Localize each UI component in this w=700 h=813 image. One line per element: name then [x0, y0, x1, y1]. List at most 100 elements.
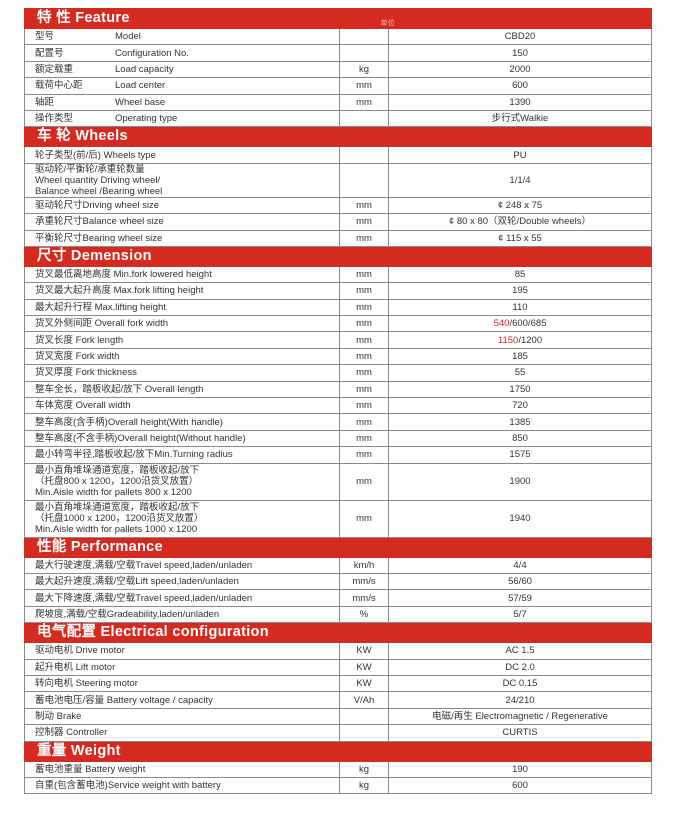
spec-value: 185 — [388, 347, 652, 366]
spec-unit: mm — [339, 77, 389, 95]
table-row: 驱动轮/平衡轮/承重轮数量 Wheel quantity Driving whe… — [24, 162, 652, 198]
value-text: 56/60 — [508, 576, 532, 588]
spec-value: 1/1/4 — [388, 162, 652, 198]
spec-unit — [339, 724, 389, 742]
table-row: 轮子类型(前/后) Wheels type PU — [24, 146, 652, 164]
spec-value: CURTIS — [388, 724, 652, 742]
section-title-cell: 特 性 Feature 单位 — [24, 8, 652, 29]
label-text: 货叉外侧间距 Overall fork width — [35, 318, 169, 330]
table-row: 自重(包含蓄电池)Service weight with battery kg 60… — [24, 776, 652, 795]
spec-value: 150 — [388, 44, 652, 62]
table-row: 货叉厚度 Fork thickness mm 55 — [24, 364, 652, 382]
spec-label: 轮子类型(前/后) Wheels type — [24, 146, 340, 164]
value-text: 600 — [512, 780, 528, 792]
spec-label: 最小直角堆垛通道宽度，踏板收起/放下 （托盘800 x 1200，1200沿货叉… — [24, 462, 340, 501]
spec-unit: mm — [339, 213, 389, 231]
spec-label: 最大下降速度,满载/空载Travel speed,laden/unladen — [24, 589, 340, 607]
table-row: 货叉长度 Fork length mm 1150/1200 — [24, 331, 652, 349]
label-text: 驱动电机 Drive motor — [35, 645, 125, 657]
spec-label: 轴距 Wheel base — [24, 93, 340, 111]
table-row: 最小直角堆垛通道宽度，踏板收起/放下 （托盘800 x 1200，1200沿货叉… — [24, 462, 652, 501]
table-row: 轴距 Wheel base mm 1390 — [24, 93, 652, 111]
spec-label: 控制器 Controller — [24, 724, 340, 742]
spec-label: 最大起升行程 Max.lifting height — [24, 298, 340, 317]
spec-label: 转向电机 Steering motor — [24, 674, 340, 693]
spec-label: 货叉长度 Fork length — [24, 331, 340, 349]
spec-value: 110 — [388, 298, 652, 317]
table-row: 型号 Model CBD20 — [24, 27, 652, 46]
label-text: 最大起升速度,满载/空载Lift speed,laden/unladen — [35, 576, 239, 588]
spec-label: 货叉最低离地高度 Min.fork lowered height — [24, 265, 340, 284]
label-cn: 轴距 — [35, 96, 55, 108]
label-cn: 配置号 — [35, 47, 64, 59]
section-header: 电气配置 Electrical configuration — [24, 622, 652, 644]
table-row: 整车全长，踏板收起/放下 Overall length mm 1750 — [24, 380, 652, 399]
spec-value: 195 — [388, 282, 652, 300]
spec-unit: KW — [339, 658, 389, 676]
value-text: DC 2.0 — [505, 661, 535, 673]
label-text: 车体宽度 Overall width — [35, 400, 131, 412]
label-text: 货叉宽度 Fork width — [35, 351, 120, 363]
value-rest: /1200 — [518, 334, 543, 346]
label-text: 最小直角堆垛通道宽度，踏板收起/放下 （托盘1000 x 1200，1200沿货… — [35, 502, 204, 536]
section-title-cell: 性能 Performance — [24, 536, 652, 558]
label-text: 轮子类型(前/后) Wheels type — [35, 149, 156, 161]
spec-value: 56/60 — [388, 572, 652, 591]
spec-value: ¢ 115 x 55 — [388, 229, 652, 247]
spec-unit: mm — [339, 298, 389, 317]
spec-value: 57/59 — [388, 589, 652, 607]
spec-value: 1900 — [388, 462, 652, 501]
spec-unit: mm/s — [339, 572, 389, 591]
value-text: 190 — [512, 763, 528, 775]
spec-label: 型号 Model — [24, 27, 340, 46]
section-header: 尺寸 Demension — [24, 245, 652, 267]
value-text: 720 — [512, 400, 528, 412]
value-text: DC 0.15 — [502, 678, 538, 690]
value-text: 1385 — [509, 416, 531, 428]
spec-value: 1385 — [388, 413, 652, 431]
spec-unit — [339, 162, 389, 198]
value-text: 85 — [514, 269, 526, 281]
section-title: 电气配置 Electrical configuration — [37, 624, 269, 641]
label-en: Load capacity — [115, 63, 174, 75]
label-en: Load center — [115, 80, 166, 92]
spec-value: 电磁/再生 Electromagnetic / Regenerative — [388, 707, 652, 726]
table-row: 整车高度(不含手柄)Overall height(Without handle)… — [24, 429, 652, 448]
spec-unit — [339, 109, 389, 128]
value-text: 5/7 — [513, 608, 527, 620]
spec-label: 货叉宽度 Fork width — [24, 347, 340, 366]
spec-label: 操作类型 Operating type — [24, 109, 340, 128]
spec-value: 4/4 — [388, 556, 652, 574]
value-text: ¢ 80 x 80（双轮/Double wheels） — [448, 216, 592, 228]
spec-unit: mm — [339, 462, 389, 501]
table-row: 蓄电池电压/容量 Battery voltage / capacity V/Ah 2… — [24, 691, 652, 709]
label-cn: 载荷中心距 — [35, 80, 83, 92]
spec-label: 额定载重 Load capacity — [24, 60, 340, 79]
label-text: 起升电机 Lift motor — [35, 661, 116, 673]
spec-unit: mm — [339, 397, 389, 415]
table-row: 配置号 Configuration No. 150 — [24, 44, 652, 62]
spec-unit: V/Ah — [339, 691, 389, 709]
table-row: 额定载重 Load capacity kg 2000 — [24, 60, 652, 79]
value-text: 1390 — [509, 96, 531, 108]
table-row: 最大起升速度,满载/空载Lift speed,laden/unladen mm/s… — [24, 572, 652, 591]
spec-value: 540/600/685 — [388, 315, 652, 333]
value-text: PU — [513, 149, 527, 161]
spec-label: 制动 Brake — [24, 707, 340, 726]
label-text: 整车全长，踏板收起/放下 Overall length — [35, 383, 204, 395]
value-text: 1/1/4 — [509, 174, 531, 186]
spec-label: 货叉最大起升高度 Max.fork lifting height — [24, 282, 340, 300]
label-cn: 额定载重 — [35, 63, 74, 75]
spec-label: 货叉厚度 Fork thickness — [24, 364, 340, 382]
spec-label: 蓄电池电压/容量 Battery voltage / capacity — [24, 691, 340, 709]
label-text: 货叉最低离地高度 Min.fork lowered height — [35, 269, 212, 281]
spec-unit: km/h — [339, 556, 389, 574]
value-text: 55 — [514, 367, 526, 379]
spec-table: 特 性 Feature 单位 型号 Model CBD20 配置号 Configuratio… — [24, 8, 652, 795]
table-row: 最大起升行程 Max.lifting height mm 110 — [24, 298, 652, 317]
table-row: 起升电机 Lift motor KW DC 2.0 — [24, 658, 652, 676]
spec-label: 整车高度(不含手柄)Overall height(Without handle) — [24, 429, 340, 448]
label-text: 制动 Brake — [35, 710, 82, 722]
value-text: ¢ 115 x 55 — [498, 232, 542, 244]
spec-unit — [339, 27, 389, 46]
